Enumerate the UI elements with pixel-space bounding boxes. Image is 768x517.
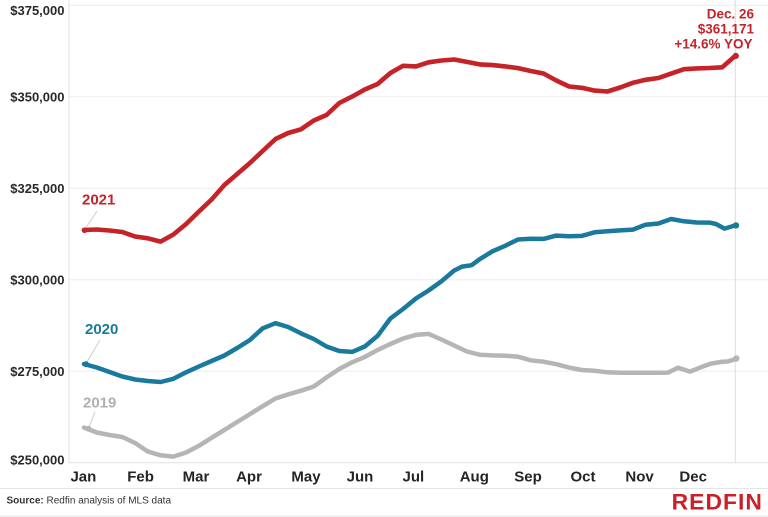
svg-text:Nov: Nov [625,469,654,486]
svg-text:2021: 2021 [82,192,115,209]
svg-text:Mar: Mar [183,469,210,486]
svg-text:Dec. 26: Dec. 26 [707,6,755,21]
svg-text:Source: Redfin analysis of MLS: Source: Redfin analysis of MLS data [7,496,172,507]
svg-text:Jan: Jan [70,469,96,486]
svg-text:Apr: Apr [236,469,262,486]
svg-text:$300,000: $300,000 [10,272,64,287]
svg-text:May: May [291,469,321,486]
svg-text:$275,000: $275,000 [10,364,64,379]
svg-text:Oct: Oct [570,469,595,486]
svg-text:Dec: Dec [679,469,707,486]
svg-text:$361,171: $361,171 [698,21,755,36]
svg-text:$250,000: $250,000 [10,452,64,467]
svg-text:2019: 2019 [83,395,116,412]
svg-text:$350,000: $350,000 [10,89,64,104]
svg-text:$375,000: $375,000 [10,3,64,18]
svg-text:REDFIN: REDFIN [672,490,763,515]
svg-text:2020: 2020 [85,321,118,338]
svg-text:Jun: Jun [347,469,374,486]
svg-text:Feb: Feb [127,469,154,486]
svg-text:Jul: Jul [403,469,425,486]
svg-text:+14.6% YOY: +14.6% YOY [674,36,752,51]
svg-text:Sep: Sep [514,469,542,486]
svg-text:Aug: Aug [460,469,489,486]
svg-text:$325,000: $325,000 [10,181,64,196]
